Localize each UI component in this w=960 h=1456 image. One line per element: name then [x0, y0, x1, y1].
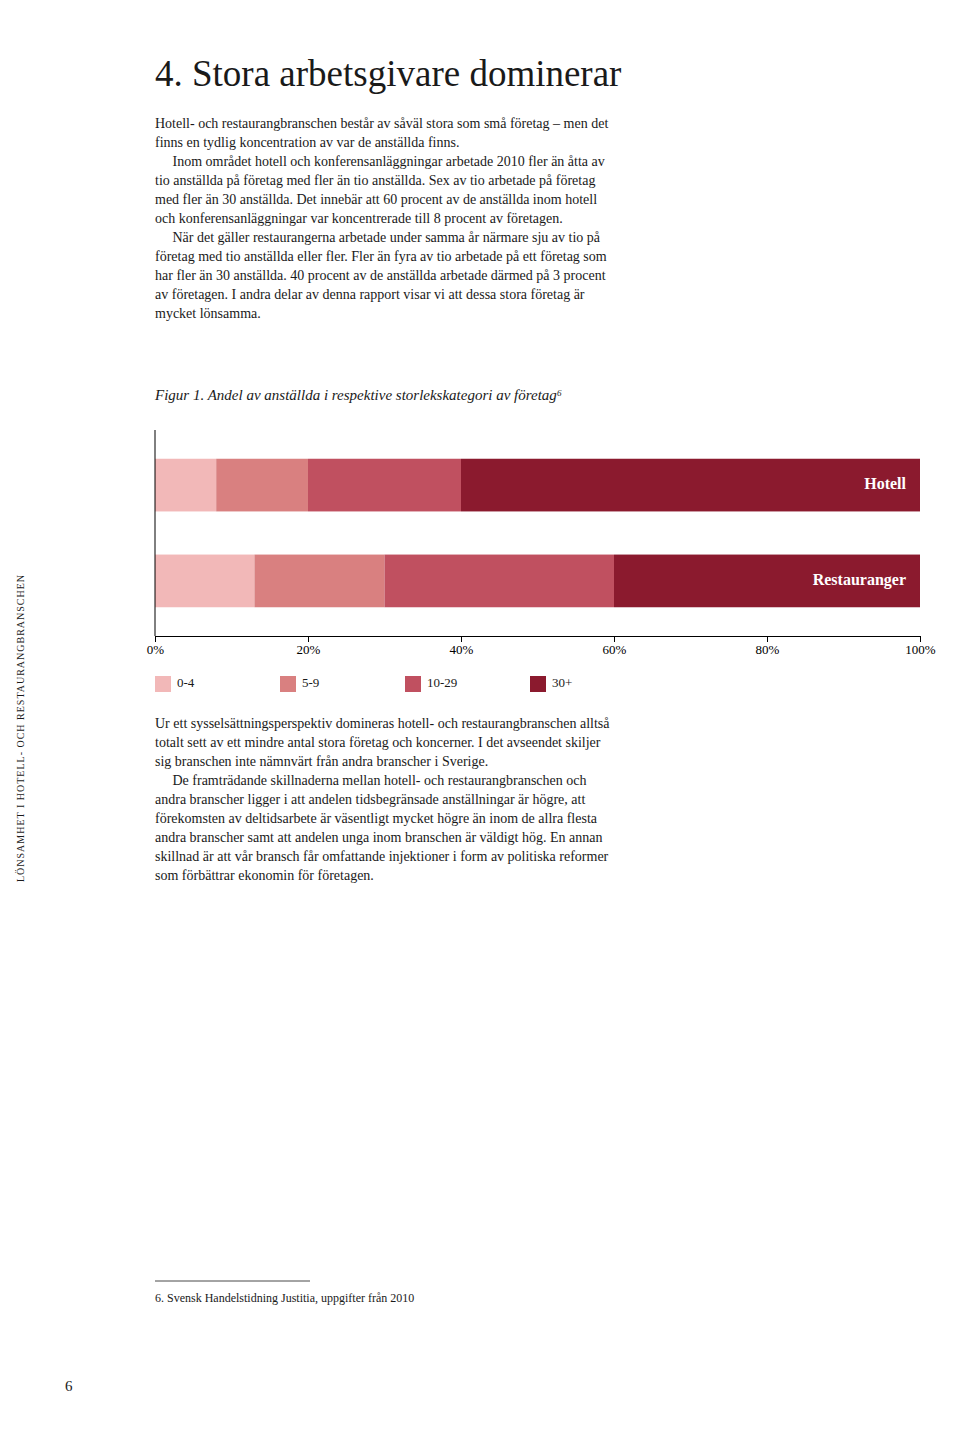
category-label: Restauranger [813, 571, 906, 589]
body-line: Inom området hotell och konferensanläggn… [155, 154, 605, 169]
tick-mark [614, 636, 615, 642]
body-text: Hotell- och restaurangbranschen består a… [155, 116, 608, 321]
body-line: som förbättrar ekonomin för företagen. [155, 868, 374, 883]
bar-segment [614, 555, 920, 608]
footnote: 6. Svensk Handelstidning Justitia, uppgi… [155, 1291, 414, 1305]
series [461, 459, 920, 608]
legend-swatch [155, 676, 171, 692]
tick-label: 100% [905, 642, 936, 657]
tick-label: 20% [297, 642, 321, 657]
category-label: Hotell [864, 475, 906, 492]
tick-mark [308, 636, 309, 642]
bar-segment [308, 459, 461, 512]
tick-label: 60% [603, 642, 627, 657]
tick-mark [767, 636, 768, 642]
tick-label: 80% [756, 642, 780, 657]
x-tick: 100% [905, 636, 936, 657]
body-line: finns en tydlig koncentration av var de … [155, 135, 459, 150]
body-line: andra branscher ligger i att andelen tid… [155, 792, 585, 807]
tick-mark [920, 636, 921, 642]
page-background [0, 0, 960, 1456]
body-line: andra branscher samt att andelen unga in… [155, 830, 602, 845]
body-line: När det gäller restaurangerna arbetade u… [155, 230, 601, 245]
body-line: med fler än 30 anställda. Det innebär at… [155, 192, 597, 207]
tick-label: 40% [450, 642, 474, 657]
tick-label: 0% [147, 642, 165, 657]
body-text: Ur ett sysselsättningsperspektiv dominer… [155, 716, 610, 883]
body-line: tio anställda på företag med fler än tio… [155, 173, 595, 188]
sidebar-text: LÖNSAMHET I HOTELL- OCH RESTAURANGBRANSC… [15, 574, 26, 882]
tick-mark [155, 636, 156, 642]
body-line: totalt sett av ett mindre antal stora fö… [155, 735, 601, 750]
legend-label: 0-4 [177, 675, 195, 690]
body-line: Ur ett sysselsättningsperspektiv dominer… [155, 716, 610, 731]
x-tick: 80% [756, 636, 780, 657]
main-title: 4. Stora arbetsgivare dominerar [155, 53, 621, 94]
bar-segment [155, 555, 254, 608]
x-axis-line [156, 637, 921, 643]
bar-segment [461, 459, 920, 512]
body-line: förekomsten av deltidsarbete är väsentli… [155, 811, 598, 826]
tick-mark [461, 636, 462, 642]
bar-segment [385, 555, 615, 608]
body-line: av företagen. I andra delar av denna rap… [155, 287, 585, 302]
legend: 0-4 5-9 10-29 30+ [155, 675, 572, 692]
chart-title: Figur 1. Andel av anställda i respektive… [154, 387, 562, 403]
chart: Hotell Restauranger 0% 20% 40% 60% 80% 100% [147, 430, 936, 657]
page: LÖNSAMHET I HOTELL- OCH RESTAURANGBRANSC… [0, 0, 960, 1456]
y-axis-line [155, 430, 156, 636]
category-labels: Hotell Restauranger [813, 475, 907, 589]
bar-segment [254, 555, 384, 608]
legend-swatch [280, 676, 296, 692]
body-line: Hotell- och restaurangbranschen består a… [155, 116, 608, 131]
body-line: De framträdande skillnaderna mellan hote… [155, 773, 587, 788]
body-line: skillnad är att vår bransch får omfattan… [155, 849, 609, 864]
body-line: och konferensanläggningar var koncentrer… [155, 211, 563, 226]
body-line: har fler än 30 anställda. 40 procent av … [155, 268, 606, 283]
bar-segment [155, 459, 216, 512]
legend-swatch [405, 676, 421, 692]
body-line: mycket lönsamma. [155, 306, 261, 321]
page-number: 6 [65, 1378, 73, 1394]
x-tick: 60% [603, 636, 627, 657]
legend-label: 30+ [552, 675, 572, 690]
footnote-rule [155, 1281, 310, 1282]
body-line: sig branschen inte nämnvärt från andra b… [155, 754, 488, 769]
body-line: företag med tio anställda eller fler. Fl… [155, 249, 607, 264]
legend-label: 10-29 [427, 675, 457, 690]
x-tick: 0% [147, 636, 165, 657]
x-tick: 40% [450, 636, 474, 657]
bar-segment [216, 459, 308, 512]
legend-swatch [530, 676, 546, 692]
legend-label: 5-9 [302, 675, 319, 690]
x-tick: 20% [297, 636, 321, 657]
bars [155, 459, 920, 608]
x-axis: 0% 20% 40% 60% 80% 100% [147, 636, 936, 657]
